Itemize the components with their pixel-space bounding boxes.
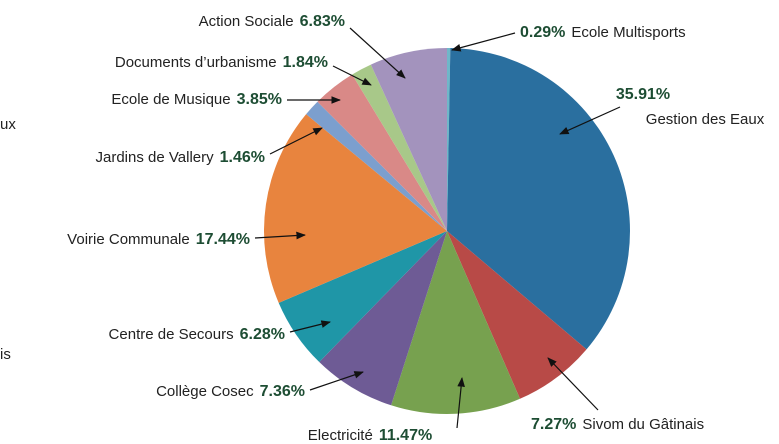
leader-arrow [451, 32, 516, 52]
value-label: 7.27% [531, 416, 576, 433]
value-label: 3.85% [237, 91, 282, 108]
pie-slice [447, 48, 451, 231]
slice-label: Sivom du Gâtinais [582, 416, 704, 433]
value-label: 1.46% [220, 149, 265, 166]
pie-slice [317, 74, 447, 232]
cropped-text: ux [0, 116, 16, 133]
leader-arrow [456, 377, 465, 429]
value-label: 11.47% [379, 427, 432, 444]
pie-slice [391, 231, 520, 414]
slice-label: Electricité [308, 427, 373, 444]
slice-label-group: Documents d’urbanisme 1.84% [115, 54, 328, 71]
leader-arrow [349, 27, 406, 79]
leader-arrow [309, 371, 364, 391]
slice-label: Centre de Secours [109, 326, 234, 343]
slice-label-group: Centre de Secours 6.28% [109, 326, 285, 343]
value-label: 1.84% [283, 54, 328, 71]
leader-arrow [547, 357, 599, 411]
value-label: 7.36% [260, 383, 305, 400]
pie-slice [352, 64, 447, 231]
leader-arrow [289, 320, 331, 333]
slice-label-group: Jardins de Vallery 1.46% [96, 149, 266, 166]
pie-slice [370, 48, 447, 231]
slice-label: Collège Cosec [156, 383, 254, 400]
slice-label: Voirie Communale [67, 231, 190, 248]
slice-label-group: Electricité 11.47% [308, 427, 432, 444]
value-label: 6.28% [240, 326, 285, 343]
slice-label: Documents d’urbanisme [115, 54, 277, 71]
slice-label: Gestion des Eaux [646, 111, 765, 128]
slice-label-group: 0.29% Ecole Multisports [520, 24, 686, 41]
slice-label-group: Ecole de Musique 3.85% [111, 91, 282, 108]
leader-arrow [559, 106, 621, 135]
pie-slice [278, 231, 447, 363]
pie-slice [306, 101, 447, 231]
value-label: 6.83% [300, 13, 345, 30]
slice-label-group: Collège Cosec 7.36% [156, 383, 305, 400]
cropped-text: is [0, 346, 11, 363]
slice-label: Ecole Multisports [571, 24, 685, 41]
pie-slice [263, 114, 447, 303]
leader-arrow [332, 65, 372, 86]
slice-label-group: Voirie Communale 17.44% [67, 231, 250, 248]
pie-slice [319, 231, 447, 406]
slice-label-group: 7.27% Sivom du Gâtinais [531, 416, 704, 433]
leader-arrow [269, 127, 323, 155]
slice-label: Ecole de Musique [111, 91, 230, 108]
value-label: 35.91% [616, 86, 670, 103]
value-label: 0.29% [520, 24, 565, 41]
leader-arrow [254, 231, 306, 240]
slice-label-group: Action Sociale 6.83% [199, 13, 345, 30]
slice-label: Action Sociale [199, 13, 294, 30]
value-label: 17.44% [196, 231, 250, 248]
pie-slice [447, 231, 587, 399]
slice-label: Jardins de Vallery [96, 149, 215, 166]
